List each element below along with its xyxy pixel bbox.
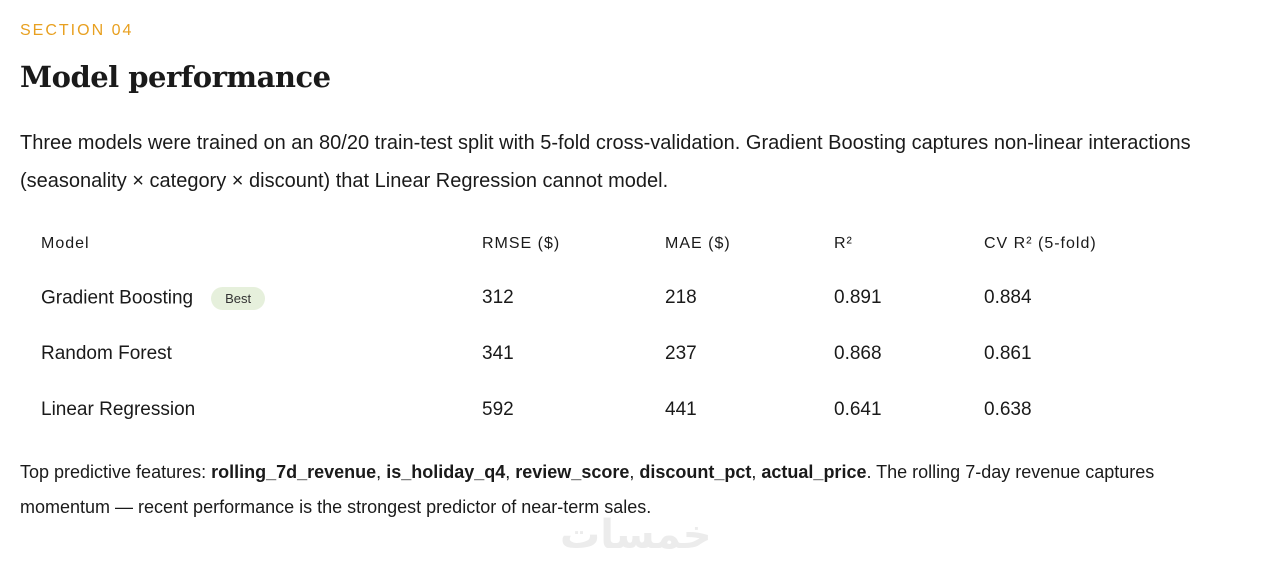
column-header: RMSE ($) bbox=[482, 235, 561, 252]
table-row: Linear Regression 592 441 0.641 0.638 bbox=[20, 382, 1143, 438]
metric-cell: 341 bbox=[461, 326, 644, 382]
model-name: Random Forest bbox=[20, 326, 461, 382]
metric-cell: 0.891 bbox=[813, 270, 963, 326]
note-text: Top predictive features: bbox=[20, 462, 212, 482]
metric-cell: 0.884 bbox=[963, 270, 1143, 326]
cell-text: 0.638 bbox=[984, 399, 1032, 420]
cell-text: 218 bbox=[665, 287, 697, 308]
cell-text: 0.641 bbox=[834, 399, 882, 420]
metric-cell: 0.641 bbox=[813, 382, 963, 438]
cell-text: 237 bbox=[665, 343, 697, 364]
feature-name: is_holiday_q4 bbox=[386, 462, 506, 482]
cell-text: 0.891 bbox=[834, 287, 882, 308]
metric-cell: 237 bbox=[644, 326, 813, 382]
cell-text: 341 bbox=[482, 343, 514, 364]
cell-text: Gradient Boosting bbox=[41, 287, 194, 309]
metric-cell: 441 bbox=[644, 382, 813, 438]
cell-text: 312 bbox=[482, 287, 514, 308]
table-body: Gradient Boosting Best 312 218 0.891 0.884 Ran… bbox=[20, 270, 1143, 438]
feature-name: actual_price bbox=[761, 462, 867, 482]
badge: Best bbox=[211, 286, 266, 310]
metric-cell: 0.868 bbox=[813, 326, 963, 382]
column-header: R² bbox=[834, 235, 853, 252]
feature-name: discount_pct bbox=[639, 462, 752, 482]
metrics-table: Model RMSE ($) MAE ($) R² CV R² (5-fold) Gra… bbox=[20, 218, 1143, 438]
intro: Three models were trained on an 80/20 tr… bbox=[20, 132, 1191, 192]
metric-cell: 0.638 bbox=[963, 382, 1143, 438]
cell-text: 0.884 bbox=[984, 287, 1032, 308]
cell-text: Random Forest bbox=[41, 343, 172, 364]
model-name: Gradient Boosting Best bbox=[20, 270, 461, 326]
metric-cell: 0.861 bbox=[963, 326, 1143, 382]
column-header: CV R² (5-fold) bbox=[984, 235, 1097, 252]
note-text: , bbox=[505, 462, 516, 482]
section-label: SECTION 04 bbox=[20, 22, 134, 39]
cell-text: 592 bbox=[482, 399, 514, 420]
metric-cell: 218 bbox=[644, 270, 813, 326]
note-text: . The rolling 7-day revenue captures mom… bbox=[20, 462, 1155, 517]
table-row: Gradient Boosting Best 312 218 0.891 0.884 bbox=[20, 270, 1143, 326]
cell-text: Linear Regression bbox=[41, 399, 196, 420]
column-header: Model bbox=[41, 235, 90, 252]
header-row: Model RMSE ($) MAE ($) R² CV R² (5-fold) bbox=[20, 218, 1143, 270]
note-text: , bbox=[376, 462, 387, 482]
model-name: Linear Regression bbox=[20, 382, 461, 438]
feature-name: review_score bbox=[515, 462, 630, 482]
metric-cell: 592 bbox=[461, 382, 644, 438]
table-row: Random Forest 341 237 0.868 0.861 bbox=[20, 326, 1143, 382]
title: Model performance bbox=[20, 60, 331, 94]
feature-name: rolling_7d_revenue bbox=[211, 462, 377, 482]
cell-text: 0.861 bbox=[984, 343, 1032, 364]
note-text: , bbox=[629, 462, 640, 482]
note: Top predictive features: rolling_7d_reve… bbox=[20, 455, 1220, 525]
note-text: , bbox=[751, 462, 762, 482]
column-header: MAE ($) bbox=[665, 235, 731, 252]
watermark: خمسات bbox=[560, 513, 712, 557]
cell-text: 441 bbox=[665, 399, 697, 420]
cell-text: 0.868 bbox=[834, 343, 882, 364]
metric-cell: 312 bbox=[461, 270, 644, 326]
